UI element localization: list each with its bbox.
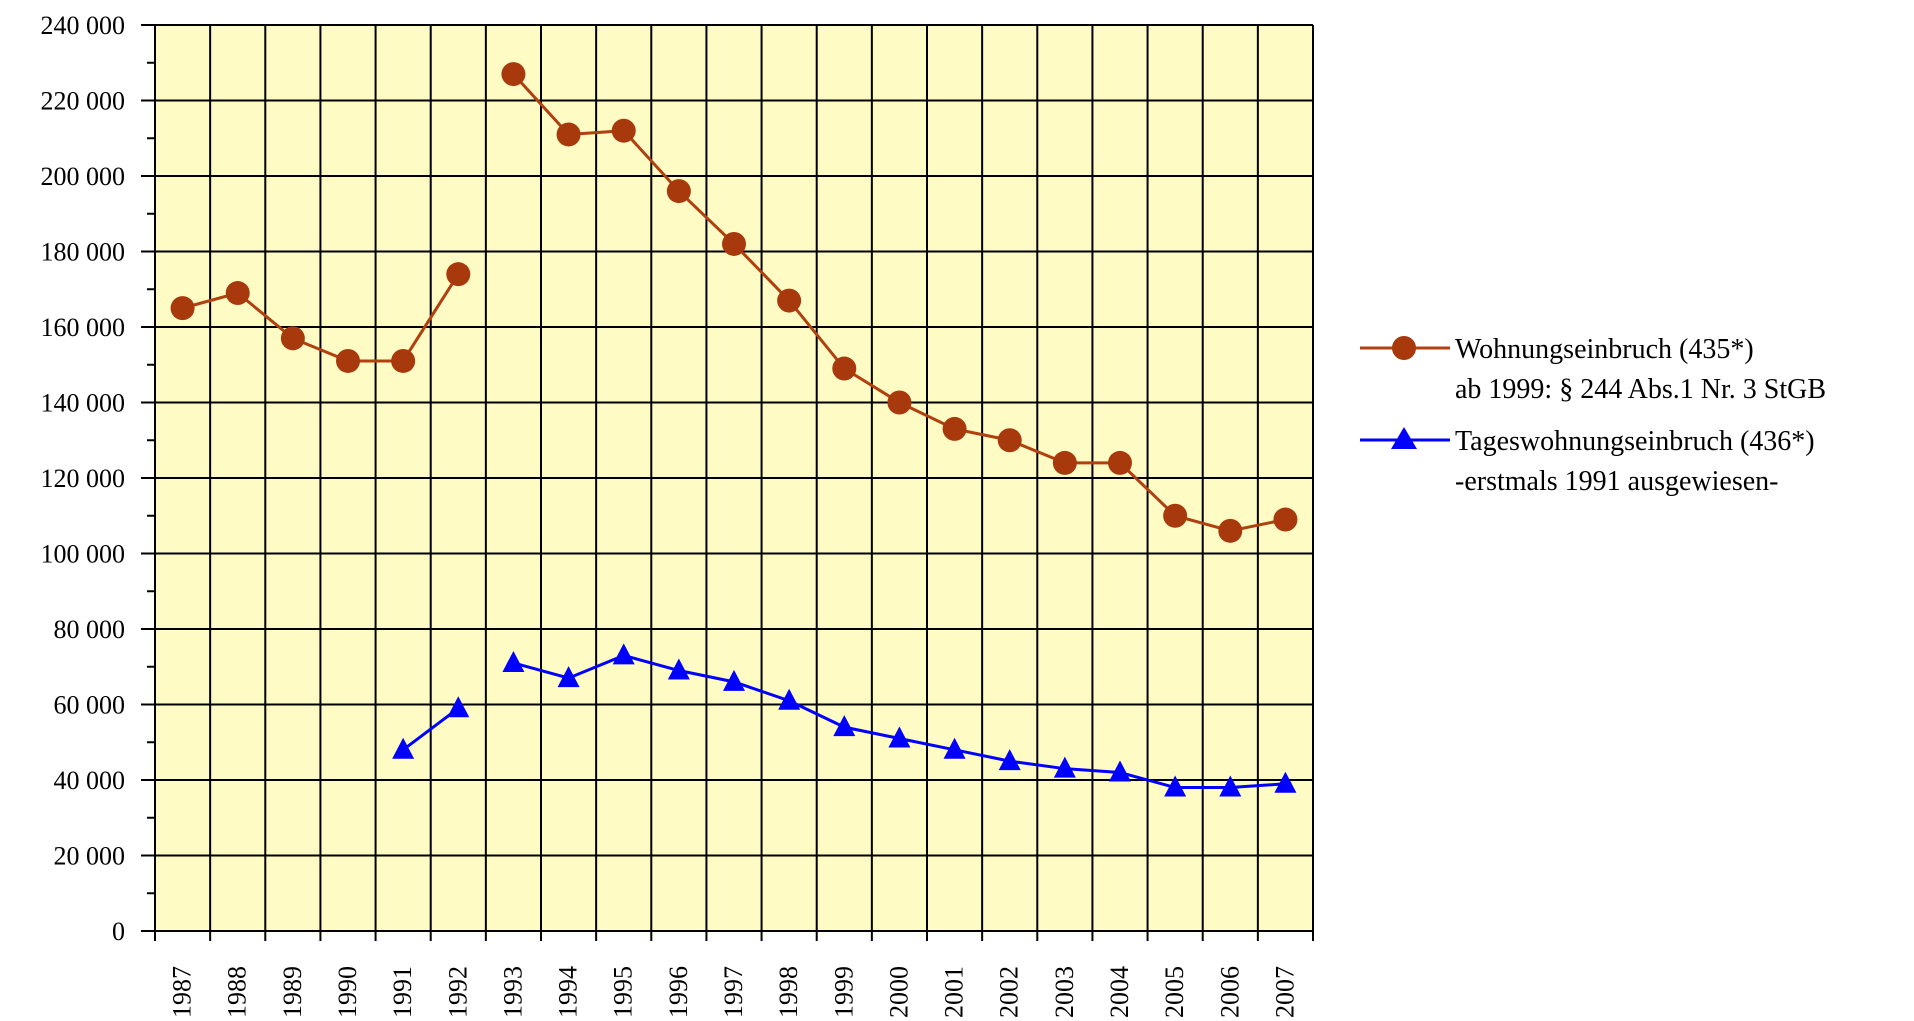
y-tick-label: 0: [112, 917, 125, 946]
data-point-wohnungseinbruch: [1052, 450, 1077, 475]
gridlines: [154, 24, 1314, 932]
series-wohnungseinbruch: [170, 62, 1298, 543]
x-tick-label: 1989: [278, 966, 307, 1018]
data-point-tageswohnungseinbruch: [1053, 756, 1076, 778]
data-point-wohnungseinbruch: [280, 326, 305, 351]
data-point-tageswohnungseinbruch: [667, 658, 690, 680]
legend-label-tageswohnungseinbruch: Tageswohnungseinbruch (436*): [1455, 426, 1815, 457]
y-tick-label: 220 000: [41, 87, 126, 116]
y-tick-label: 140 000: [41, 389, 126, 418]
data-point-wohnungseinbruch: [666, 179, 691, 204]
legend-marker-circle: [1392, 336, 1416, 360]
x-tick-label: 1996: [664, 966, 693, 1018]
x-tick-label: 2007: [1270, 966, 1299, 1018]
y-tick-label: 200 000: [41, 162, 126, 191]
data-point-wohnungseinbruch: [225, 281, 250, 306]
y-tick-label: 120 000: [41, 464, 126, 493]
data-point-tageswohnungseinbruch: [392, 737, 415, 759]
series-tageswohnungseinbruch: [392, 643, 1297, 797]
data-point-wohnungseinbruch: [170, 296, 195, 321]
x-tick-label: 1991: [388, 966, 417, 1018]
x-tick-label: 1998: [774, 966, 803, 1018]
data-point-tageswohnungseinbruch: [1274, 771, 1297, 793]
data-point-wohnungseinbruch: [777, 288, 802, 313]
legend-sublabel-tageswohnungseinbruch: -erstmals 1991 ausgewiesen-: [1455, 466, 1778, 497]
x-tick-label: 2005: [1160, 966, 1189, 1018]
y-tick-label: 180 000: [41, 238, 126, 267]
legend: Wohnungseinbruch (435*) ab 1999: § 244 A…: [1360, 334, 1826, 497]
y-tick-label: 160 000: [41, 313, 126, 342]
legend-label-wohnungseinbruch: Wohnungseinbruch (435*): [1455, 334, 1754, 365]
y-tick-label: 100 000: [41, 540, 126, 569]
x-tick-label: 2000: [884, 966, 913, 1018]
data-point-tageswohnungseinbruch: [502, 650, 525, 672]
data-point-tageswohnungseinbruch: [943, 737, 966, 759]
data-point-wohnungseinbruch: [722, 231, 746, 256]
x-tick-label: 1999: [829, 966, 858, 1018]
data-point-wohnungseinbruch: [1218, 518, 1243, 543]
x-tick-label: 1988: [223, 966, 252, 1018]
legend-sublabel-wohnungseinbruch: ab 1999: § 244 Abs.1 Nr. 3 StGB: [1455, 374, 1826, 405]
y-tick-label: 80 000: [54, 615, 126, 644]
data-point-wohnungseinbruch: [1273, 507, 1298, 532]
data-point-tageswohnungseinbruch: [888, 726, 911, 748]
x-tick-label: 2006: [1215, 966, 1244, 1018]
axes: 0 20 000 40 000 60 000 80 000 100 000 120 000 1…: [41, 11, 1314, 1018]
data-point-tageswohnungseinbruch: [833, 715, 856, 737]
data-point-wohnungseinbruch: [556, 122, 581, 147]
data-point-wohnungseinbruch: [1108, 450, 1132, 475]
data-point-wohnungseinbruch: [1163, 503, 1188, 528]
data-point-tageswohnungseinbruch: [998, 749, 1021, 771]
data-point-wohnungseinbruch: [446, 262, 471, 287]
data-point-tageswohnungseinbruch: [1164, 775, 1187, 797]
data-point-tageswohnungseinbruch: [612, 643, 635, 665]
data-point-wohnungseinbruch: [501, 62, 526, 87]
data-point-wohnungseinbruch: [887, 390, 912, 415]
data-point-tageswohnungseinbruch: [723, 669, 745, 691]
data-point-wohnungseinbruch: [611, 118, 636, 143]
x-tick-label: 1990: [333, 966, 362, 1018]
data-point-tageswohnungseinbruch: [1219, 775, 1242, 797]
x-tick-label: 1997: [719, 966, 748, 1018]
y-tick-label: 20 000: [54, 842, 126, 871]
x-tick-label: 1995: [609, 966, 638, 1018]
data-point-wohnungseinbruch: [391, 348, 416, 373]
data-point-wohnungseinbruch: [336, 348, 360, 373]
x-tick-label: 2003: [1050, 966, 1079, 1018]
x-tick-label: 2001: [940, 966, 969, 1018]
data-point-tageswohnungseinbruch: [557, 666, 580, 688]
x-tick-label: 1992: [443, 966, 472, 1018]
y-tick-label: 40 000: [54, 766, 126, 795]
data-point-tageswohnungseinbruch: [778, 688, 801, 710]
x-tick-label: 1993: [498, 966, 527, 1018]
x-tick-label: 1987: [168, 966, 197, 1018]
data-point-wohnungseinbruch: [997, 428, 1022, 453]
y-tick-label: 240 000: [41, 11, 126, 40]
series: [170, 62, 1298, 797]
data-point-wohnungseinbruch: [832, 356, 857, 381]
data-point-wohnungseinbruch: [942, 416, 967, 441]
x-tick-label: 1994: [554, 966, 583, 1018]
y-tick-label: 60 000: [54, 691, 126, 720]
x-tick-label: 2002: [995, 966, 1024, 1018]
data-point-tageswohnungseinbruch: [1109, 760, 1131, 782]
x-tick-label: 2004: [1105, 966, 1134, 1018]
legend-marker-triangle: [1391, 427, 1417, 449]
data-point-tageswohnungseinbruch: [447, 696, 470, 718]
